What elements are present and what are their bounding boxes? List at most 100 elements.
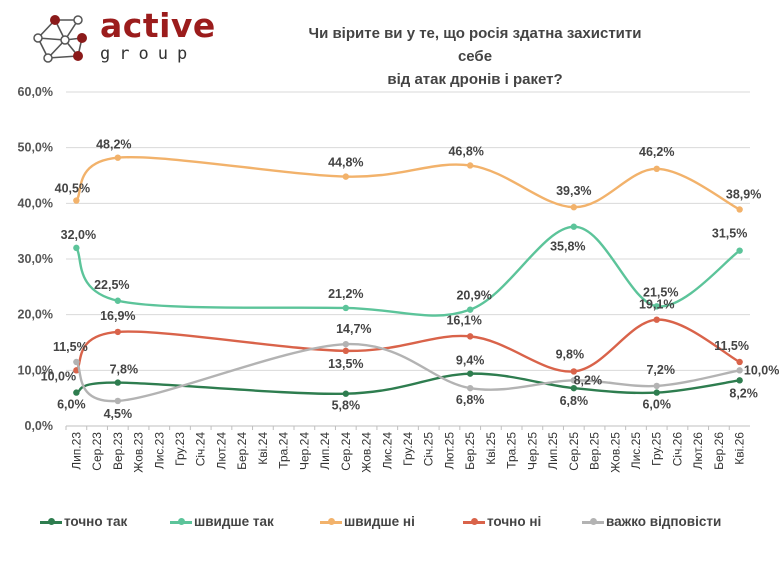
x-tick-label: Жов.23 <box>132 432 146 473</box>
data-point <box>342 347 350 355</box>
legend-marker <box>48 518 55 526</box>
data-label: 38,9% <box>726 187 761 201</box>
data-label: 8,2% <box>729 386 758 400</box>
data-label: 22,5% <box>94 278 129 292</box>
legend-item: точно так <box>40 514 127 529</box>
x-tick-label: Вер.23 <box>111 432 125 470</box>
legend-item: швидше ні <box>320 514 415 529</box>
y-tick-label: 60,0% <box>18 85 53 99</box>
data-point <box>73 358 80 366</box>
x-tick-label: Лис.24 <box>380 432 394 470</box>
x-tick-label: Жов.25 <box>608 432 622 473</box>
data-point <box>466 370 474 377</box>
x-tick-label: Лип.24 <box>318 432 332 470</box>
series-line <box>75 372 740 396</box>
data-point <box>342 390 350 397</box>
x-tick-label: Гру.23 <box>173 432 187 466</box>
data-point <box>114 297 122 304</box>
data-label: 8,2% <box>574 373 603 387</box>
data-point <box>653 303 660 310</box>
data-point <box>342 304 350 312</box>
data-label: 11,5% <box>53 340 88 354</box>
x-tick-label: Тра.24 <box>277 432 291 469</box>
data-label: 32,0% <box>61 228 96 242</box>
series-line <box>75 342 740 403</box>
data-label: 21,2% <box>328 287 363 301</box>
x-tick-label: Кві.25 <box>484 432 498 465</box>
data-label: 19,1% <box>639 298 674 312</box>
x-tick-label: Лют.26 <box>691 432 705 470</box>
x-tick-label: Бер.26 <box>712 432 726 470</box>
x-tick-label: Сер.24 <box>339 432 353 471</box>
legend-item: швидше так <box>170 514 274 529</box>
data-label: 48,2% <box>96 138 131 152</box>
data-label: 9,8% <box>556 347 585 361</box>
data-point <box>653 389 660 396</box>
x-tick-label: Лип.25 <box>546 432 560 470</box>
data-point <box>342 340 350 348</box>
data-point <box>114 397 122 405</box>
data-point <box>342 173 350 180</box>
x-tick-label: Лис.23 <box>152 432 166 470</box>
y-tick-label: 50,0% <box>18 141 53 155</box>
x-tick-label: Січ.25 <box>422 432 436 467</box>
series-line <box>75 156 741 211</box>
x-tick-label: Кві.24 <box>256 432 270 465</box>
data-point <box>466 306 474 313</box>
data-label: 31,5% <box>712 227 747 241</box>
legend-marker <box>471 518 478 526</box>
legend-swatch <box>40 518 62 526</box>
legend-item: важко відповісти <box>582 514 721 529</box>
data-label: 6,8% <box>456 393 485 407</box>
x-tick-label: Вер.25 <box>588 432 602 470</box>
legend-swatch <box>320 518 342 526</box>
legend-label: точно так <box>64 514 128 529</box>
y-tick-label: 10,0% <box>18 363 53 377</box>
data-point <box>653 316 660 323</box>
y-tick-label: 40,0% <box>18 196 53 210</box>
legend-marker <box>328 518 335 526</box>
data-point <box>736 247 743 254</box>
series-line <box>75 318 741 373</box>
data-point <box>570 377 578 384</box>
x-tick-label: Чер.24 <box>297 432 311 470</box>
data-label: 13,5% <box>328 357 363 371</box>
logo-subtitle: group <box>100 44 197 64</box>
data-label: 7,8% <box>110 363 139 377</box>
data-point <box>466 162 474 169</box>
data-label: 46,2% <box>639 145 674 159</box>
data-label: 6,0% <box>642 398 671 412</box>
x-tick-label: Бер.25 <box>463 432 477 470</box>
legend-swatch <box>463 518 485 526</box>
x-tick-label: Гру.24 <box>401 432 415 466</box>
legend-swatch <box>582 518 604 526</box>
data-label: 16,1% <box>446 313 481 327</box>
data-point <box>114 154 122 161</box>
data-label: 14,7% <box>336 322 371 336</box>
data-point <box>466 333 474 340</box>
data-label: 35,8% <box>550 240 585 254</box>
x-tick-label: Бер.24 <box>235 432 249 470</box>
data-label: 11,5% <box>714 339 749 353</box>
data-point <box>73 197 80 204</box>
chart-title: Чи вірите ви у те, що росія здатна захис… <box>300 22 650 91</box>
data-point <box>570 384 578 392</box>
legend-label: швидше так <box>194 514 274 529</box>
data-point <box>653 382 660 390</box>
data-label: 9,4% <box>456 354 485 368</box>
data-label: 20,9% <box>456 289 491 303</box>
data-label: 46,8% <box>448 144 483 158</box>
data-label: 44,8% <box>328 156 363 170</box>
data-label: 21,5% <box>643 285 678 299</box>
data-point <box>570 204 578 211</box>
data-point <box>653 165 660 173</box>
logo-wordmark: active <box>100 6 216 45</box>
data-label: 10,0% <box>744 363 779 377</box>
data-point <box>736 206 743 213</box>
legend-label: важко відповісти <box>606 514 722 529</box>
x-tick-label: Тра.25 <box>505 432 519 469</box>
x-tick-label: Сер.25 <box>567 432 581 471</box>
data-point <box>114 379 122 386</box>
x-tick-label: Жов.24 <box>360 432 374 473</box>
